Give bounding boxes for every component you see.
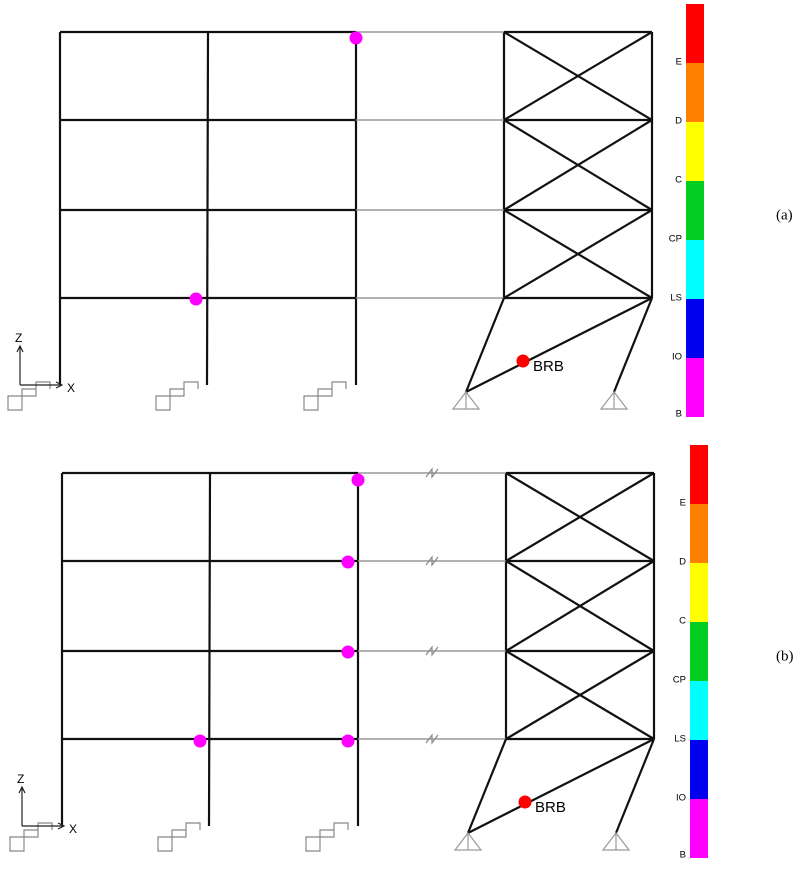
- legend-swatch: [690, 504, 708, 563]
- plastic-hinge: [341, 734, 355, 748]
- legend-swatch: [690, 681, 708, 740]
- brace-label: BRB: [533, 358, 564, 375]
- column: [205, 31, 210, 386]
- legend-label: B: [680, 850, 686, 861]
- brb: [467, 738, 655, 834]
- plastic-hinge: [349, 31, 363, 45]
- legend-swatch: [686, 299, 704, 358]
- leg: [612, 297, 654, 393]
- brb-hinge: [518, 795, 532, 809]
- panel-label: (b): [776, 648, 794, 664]
- beam-break: [425, 733, 439, 745]
- legend-swatch: [690, 740, 708, 799]
- brace: [505, 650, 655, 740]
- legend-label: CP: [669, 234, 682, 245]
- legend-label: CP: [673, 675, 686, 686]
- legend-label: LS: [674, 734, 686, 745]
- plastic-hinge: [189, 292, 203, 306]
- legend-swatch: [686, 4, 704, 63]
- legend-swatch: [690, 563, 708, 622]
- pin-support: [601, 832, 631, 851]
- fixed-support: [305, 822, 349, 852]
- legend-label: C: [679, 616, 686, 627]
- brace: [503, 119, 653, 211]
- frame-panel: BRB Z X E D C CP LS IO B (a): [7, 4, 793, 420]
- legend-swatch: [690, 799, 708, 858]
- legend-swatch: [686, 63, 704, 122]
- brb: [465, 297, 653, 393]
- legend-label: IO: [676, 793, 686, 804]
- beam-break: [425, 555, 439, 567]
- pin-support: [599, 391, 629, 410]
- legend-swatch: [690, 622, 708, 681]
- legend-swatch: [686, 240, 704, 299]
- legend-swatch: [690, 445, 708, 504]
- beam-break: [425, 467, 439, 479]
- legend-label: IO: [672, 352, 682, 363]
- fixed-support: [155, 381, 199, 411]
- legend-label: D: [675, 116, 682, 127]
- axis-z: [18, 785, 26, 826]
- axis-z: [16, 344, 24, 385]
- brace: [503, 209, 653, 299]
- axis-z-label: Z: [15, 331, 22, 345]
- legend-label: C: [675, 175, 682, 186]
- plastic-hinge: [341, 555, 355, 569]
- legend-swatch: [686, 358, 704, 417]
- plastic-hinge: [351, 473, 365, 487]
- legend-swatch: [686, 122, 704, 181]
- axis-x: [20, 381, 64, 389]
- beam-break: [425, 645, 439, 657]
- leg: [614, 738, 656, 834]
- plastic-hinge: [341, 645, 355, 659]
- fixed-support: [7, 381, 51, 411]
- fixed-support: [157, 822, 201, 852]
- legend-label: E: [676, 57, 682, 68]
- legend-label: E: [680, 498, 686, 509]
- axis-x-label: X: [69, 822, 77, 836]
- legend: E D C CP LS IO B: [669, 4, 704, 420]
- leg: [464, 297, 506, 393]
- fixed-support: [303, 381, 347, 411]
- axis-z-label: Z: [17, 772, 24, 786]
- axis-x: [22, 822, 66, 830]
- brace: [505, 560, 655, 652]
- frame-panel: BRB Z X E D C CP LS IO B (b): [9, 445, 794, 861]
- legend-label: B: [676, 409, 682, 420]
- legend-label: D: [679, 557, 686, 568]
- plastic-hinge: [193, 734, 207, 748]
- fixed-support: [9, 822, 53, 852]
- axis-x-label: X: [67, 381, 75, 395]
- panel-label: (a): [776, 207, 793, 223]
- legend-swatch: [686, 181, 704, 240]
- brace-label: BRB: [535, 799, 566, 816]
- legend: E D C CP LS IO B: [673, 445, 708, 861]
- leg: [466, 738, 508, 834]
- brace: [505, 472, 655, 562]
- column: [207, 472, 212, 827]
- pin-support: [451, 391, 481, 410]
- legend-label: LS: [670, 293, 682, 304]
- brace: [503, 31, 653, 121]
- brb-hinge: [516, 354, 530, 368]
- pin-support: [453, 832, 483, 851]
